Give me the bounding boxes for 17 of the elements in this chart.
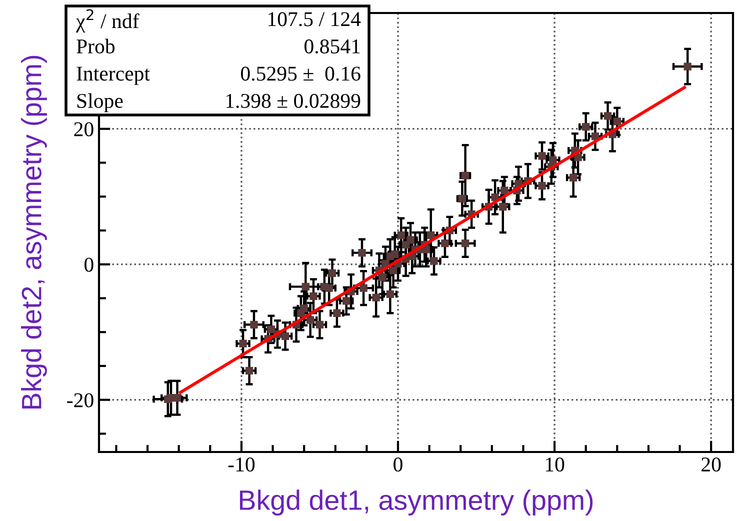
y-tick-label: 0 bbox=[84, 258, 94, 272]
annotation: 107.5 / 124 bbox=[268, 12, 361, 26]
annotation: 1.398 ± 0.02899 bbox=[226, 94, 360, 108]
x-tick-label: 20 bbox=[702, 457, 721, 472]
x-axis-title: Bkgd det1, asymmetry (ppm) bbox=[240, 490, 593, 516]
x-tick-label: -10 bbox=[228, 457, 255, 472]
annotation: Prob bbox=[76, 38, 115, 54]
annotation: χ$^{2}$ / ndf bbox=[76, 9, 140, 32]
annotation: Slope bbox=[77, 93, 123, 112]
annotation: 0.8541 bbox=[304, 39, 360, 54]
annotation: Intercept bbox=[76, 66, 150, 85]
annotation: 0.5295 ± 0.16 bbox=[240, 66, 360, 81]
y-axis-title: Bkgd det2, asymmetry (ppm) bbox=[21, 56, 47, 409]
y-tick-label: 20 bbox=[74, 122, 94, 136]
y-tick-label: -20 bbox=[67, 393, 94, 408]
x-tick-label: 0 bbox=[394, 457, 402, 472]
x-tick-label: 10 bbox=[546, 457, 564, 472]
